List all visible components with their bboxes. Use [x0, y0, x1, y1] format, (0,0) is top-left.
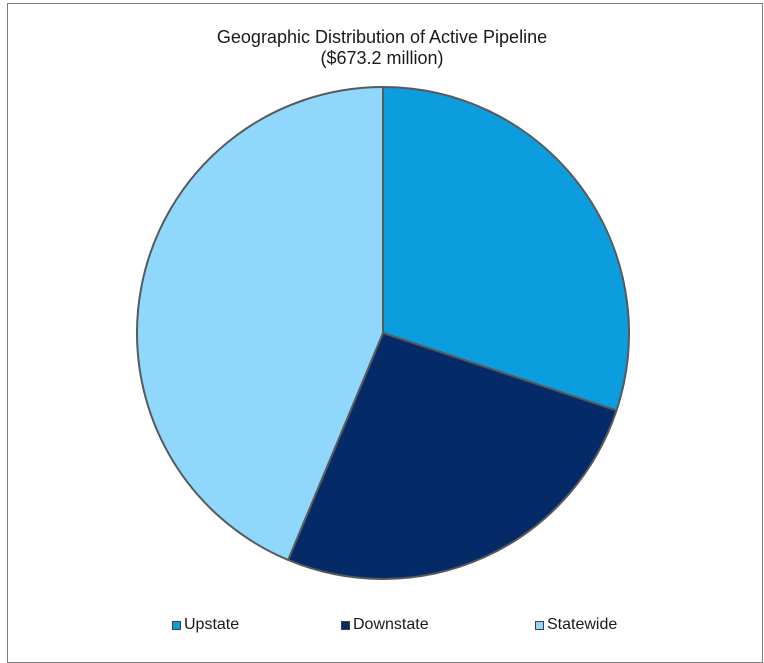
chart-title: Geographic Distribution of Active Pipeli… — [216, 27, 548, 47]
legend-swatch-upstate — [172, 620, 181, 630]
legend-swatch-statewide — [535, 620, 544, 630]
legend-item-statewide: Statewide — [535, 616, 617, 634]
chart-subtitle: ($673.2 million) — [320, 48, 444, 68]
legend-label-statewide: Statewide — [547, 616, 618, 633]
legend-label-downstate: Downstate — [353, 616, 429, 633]
legend-item-downstate: Downstate — [341, 616, 429, 634]
chart-legend: Upstate Downstate Statewide — [0, 616, 764, 638]
chart-title-block: Geographic Distribution of Active Pipeli… — [0, 27, 764, 69]
legend-swatch-downstate — [341, 620, 350, 630]
pie-chart — [136, 86, 630, 580]
legend-item-upstate: Upstate — [172, 616, 239, 634]
legend-label-upstate: Upstate — [184, 616, 240, 633]
pie-slice-downstate — [287, 332, 618, 580]
pie-slice-upstate — [382, 86, 630, 412]
pie-slice-statewide — [136, 86, 384, 561]
